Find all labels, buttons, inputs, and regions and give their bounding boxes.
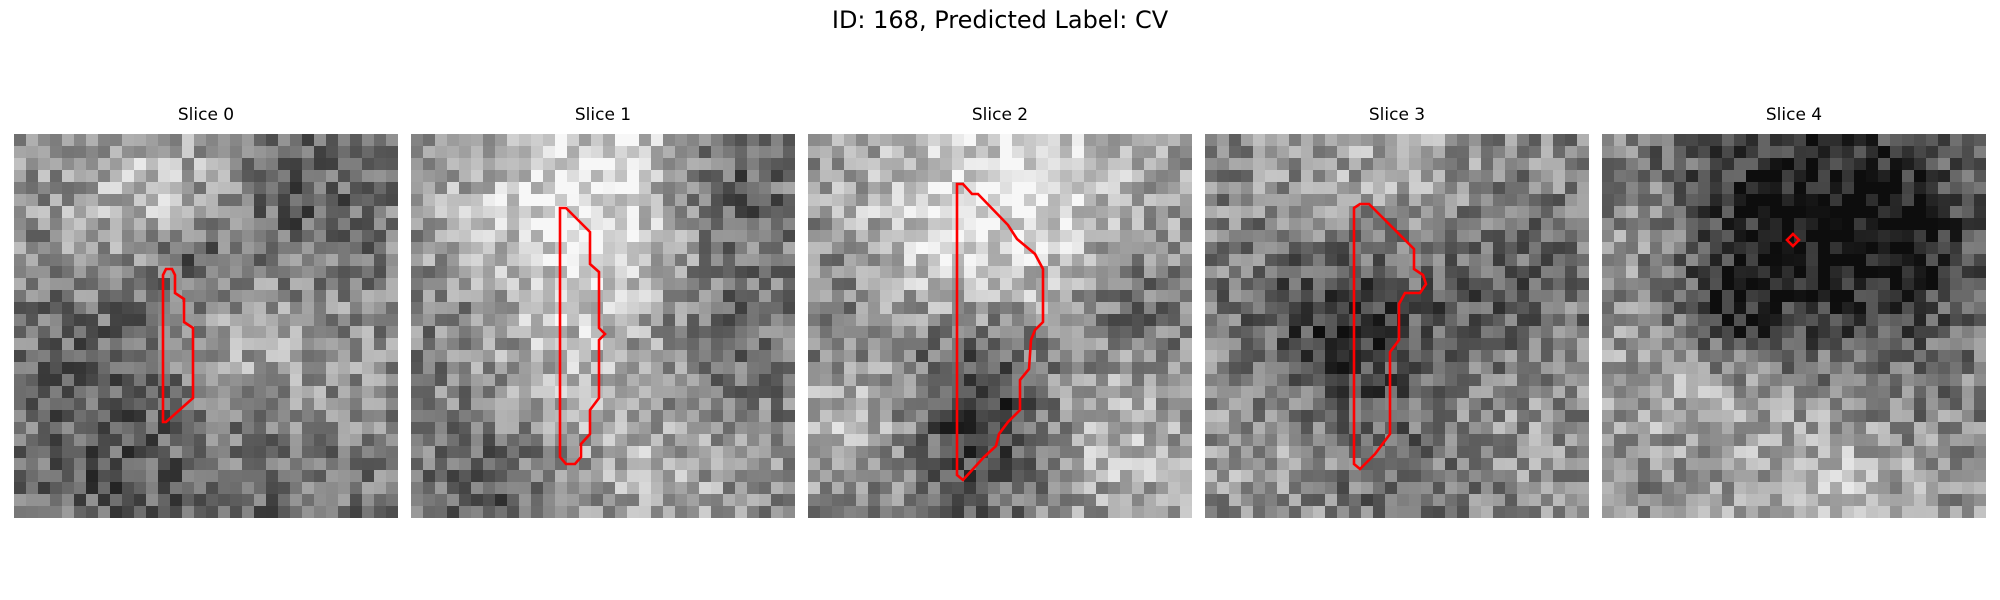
segmentation-contour	[558, 206, 607, 466]
panel-title: Slice 1	[574, 105, 632, 125]
pixel-grid	[14, 134, 398, 518]
segmentation-contour	[1785, 232, 1801, 248]
slice-image-1	[411, 134, 795, 518]
pixel-grid	[1205, 134, 1589, 518]
slice-image-3	[1205, 134, 1589, 518]
pixel-grid	[1602, 134, 1986, 518]
panel-title: Slice 3	[1368, 105, 1426, 125]
panel-title: Slice 4	[1765, 105, 1823, 125]
figure-title: ID: 168, Predicted Label: CV	[831, 6, 1169, 34]
pixel-grid	[411, 134, 795, 518]
slice-image-0	[14, 134, 398, 518]
segmentation-contour	[955, 182, 1045, 482]
segmentation-contour	[161, 267, 195, 424]
slice-image-2	[808, 134, 1192, 518]
slice-image-4	[1602, 134, 1986, 518]
segmentation-contour	[1352, 202, 1428, 471]
panel-title: Slice 2	[971, 105, 1029, 125]
panel-title: Slice 0	[177, 105, 235, 125]
pixel-grid	[808, 134, 1192, 518]
